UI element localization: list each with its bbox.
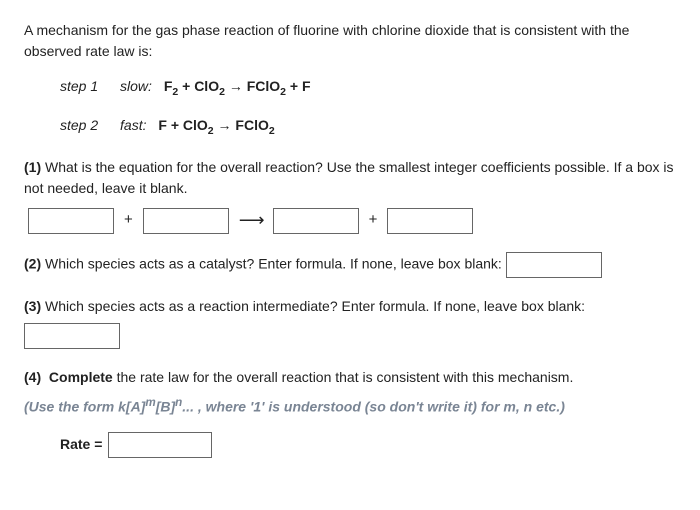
- q1-number: (1): [24, 159, 41, 175]
- q1-reactant-1-input[interactable]: [28, 208, 114, 234]
- q1-product-2-input[interactable]: [387, 208, 473, 234]
- q1-product-1-input[interactable]: [273, 208, 359, 234]
- plus-icon: +: [369, 209, 378, 232]
- q4-rate-input[interactable]: [108, 432, 212, 458]
- step-1-speed: slow:: [120, 78, 152, 94]
- rate-label: Rate =: [60, 434, 102, 455]
- q3-number: (3): [24, 298, 41, 314]
- q3-intermediate-input[interactable]: [24, 323, 120, 349]
- q4-bold: Complete: [45, 369, 113, 385]
- arrow-icon: ⟶: [239, 207, 263, 234]
- step-1: step 1 slow: F2 + ClO2 → FClO2 + F: [60, 76, 676, 101]
- step-1-label: step 1: [60, 78, 98, 94]
- q1-equation-row: + ⟶ +: [28, 207, 676, 234]
- q4-hint: (Use the form k[A]m[B]n... , where '1' i…: [24, 394, 676, 418]
- q1-text: What is the equation for the overall rea…: [24, 159, 674, 196]
- q1-reactant-2-input[interactable]: [143, 208, 229, 234]
- q2-number: (2): [24, 256, 41, 272]
- step-2-speed: fast:: [120, 117, 146, 133]
- plus-icon: +: [124, 209, 133, 232]
- step-2: step 2 fast: F + ClO2 → FClO2: [60, 115, 676, 140]
- question-4: (4) Complete the rate law for the overal…: [24, 367, 676, 458]
- question-2: (2) Which species acts as a catalyst? En…: [24, 252, 676, 278]
- step-2-label: step 2: [60, 117, 98, 133]
- q4-rate-row: Rate =: [60, 432, 676, 458]
- q2-text: Which species acts as a catalyst? Enter …: [41, 256, 506, 272]
- q2-catalyst-input[interactable]: [506, 252, 602, 278]
- q4-text: the rate law for the overall reaction th…: [113, 369, 574, 385]
- question-1: (1) What is the equation for the overall…: [24, 157, 676, 234]
- step-1-equation: F2 + ClO2 → FClO2 + F: [164, 78, 311, 94]
- intro-text: A mechanism for the gas phase reaction o…: [24, 20, 676, 62]
- q3-text: Which species acts as a reaction interme…: [41, 298, 585, 314]
- q4-number: (4): [24, 369, 41, 385]
- question-3: (3) Which species acts as a reaction int…: [24, 296, 676, 349]
- step-2-equation: F + ClO2 → FClO2: [158, 117, 274, 133]
- mechanism-steps: step 1 slow: F2 + ClO2 → FClO2 + F step …: [60, 76, 676, 139]
